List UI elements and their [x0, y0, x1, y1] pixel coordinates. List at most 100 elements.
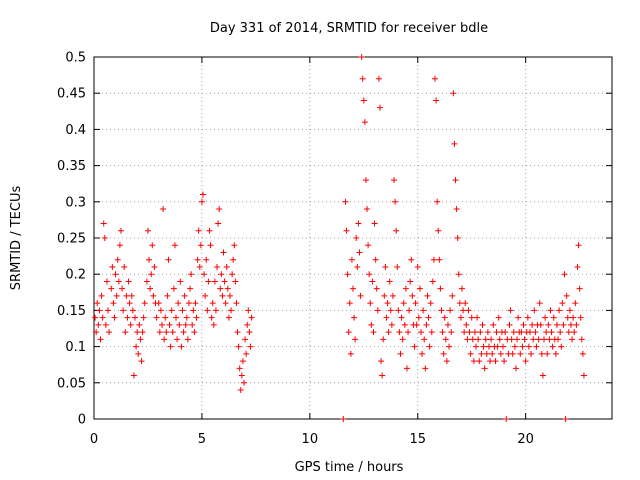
data-point [518, 329, 525, 336]
data-point [205, 278, 212, 285]
data-point [415, 314, 422, 321]
data-point [580, 372, 587, 379]
data-point [461, 329, 468, 336]
data-point [400, 300, 407, 307]
data-point [457, 314, 464, 321]
data-point [359, 75, 366, 82]
data-point [530, 336, 537, 343]
data-point [506, 321, 513, 328]
data-point [137, 336, 144, 343]
data-point [398, 314, 405, 321]
data-point [419, 350, 426, 357]
data-point [148, 271, 155, 278]
data-point [100, 220, 107, 227]
data-point [209, 300, 216, 307]
data-point [183, 314, 190, 321]
x-tick-label: 0 [90, 432, 98, 447]
data-point [386, 278, 393, 285]
data-points [92, 54, 587, 422]
data-point [113, 292, 120, 299]
data-point [570, 314, 577, 321]
data-point [473, 343, 480, 350]
data-point [124, 314, 131, 321]
data-point [151, 263, 158, 270]
data-point [94, 300, 101, 307]
data-point [203, 256, 210, 263]
data-point [577, 314, 584, 321]
data-point [231, 242, 238, 249]
data-point [165, 256, 172, 263]
data-point [409, 292, 416, 299]
data-point [517, 350, 524, 357]
data-point [425, 314, 432, 321]
data-point [497, 350, 504, 357]
data-point [547, 307, 554, 314]
data-point [129, 307, 136, 314]
data-point [350, 285, 356, 292]
data-point [225, 314, 232, 321]
data-point [391, 177, 398, 184]
data-point [552, 350, 559, 357]
data-point [393, 227, 400, 234]
data-point [96, 307, 103, 314]
data-point [241, 379, 248, 386]
data-point [460, 307, 467, 314]
data-point [536, 300, 543, 307]
data-point [226, 292, 233, 299]
data-point [99, 314, 106, 321]
data-point [381, 292, 388, 299]
data-point [531, 307, 538, 314]
data-point [481, 365, 488, 372]
data-point [245, 307, 252, 314]
data-point [168, 307, 175, 314]
data-point [247, 343, 254, 350]
data-point [537, 321, 544, 328]
data-point [140, 314, 147, 321]
data-point [238, 372, 245, 379]
data-point [342, 198, 349, 205]
data-point [380, 336, 387, 343]
data-point [351, 314, 358, 321]
data-point [122, 329, 129, 336]
data-point [163, 329, 170, 336]
data-point [174, 336, 181, 343]
data-point [514, 336, 521, 343]
y-tick-label: 0.1 [65, 340, 86, 355]
data-point [149, 242, 156, 249]
data-point [362, 177, 369, 184]
data-point [403, 365, 410, 372]
data-point [557, 329, 564, 336]
data-point [426, 343, 433, 350]
data-point [162, 314, 169, 321]
y-tick-label: 0.3 [65, 195, 86, 210]
data-point [535, 336, 542, 343]
data-point [177, 278, 184, 285]
data-point [236, 365, 243, 372]
data-point [347, 350, 354, 357]
data-point [216, 206, 223, 213]
data-point [412, 300, 419, 307]
data-point [112, 271, 119, 278]
data-point [556, 307, 563, 314]
data-point [222, 300, 229, 307]
data-point [451, 140, 458, 147]
data-point [111, 314, 118, 321]
data-point [98, 292, 105, 299]
data-point [541, 336, 548, 343]
data-point [367, 300, 374, 307]
data-point [373, 285, 380, 292]
data-point [178, 343, 185, 350]
data-point [211, 278, 218, 285]
data-point [558, 343, 565, 350]
data-point [150, 292, 157, 299]
data-point [532, 329, 539, 336]
data-point [479, 321, 486, 328]
data-point [376, 104, 383, 111]
data-point [207, 242, 214, 249]
data-point [248, 314, 255, 321]
y-tick-label: 0.2 [65, 268, 86, 283]
data-point [500, 343, 507, 350]
data-point [522, 358, 529, 365]
data-point [93, 329, 100, 336]
data-point [487, 358, 494, 365]
